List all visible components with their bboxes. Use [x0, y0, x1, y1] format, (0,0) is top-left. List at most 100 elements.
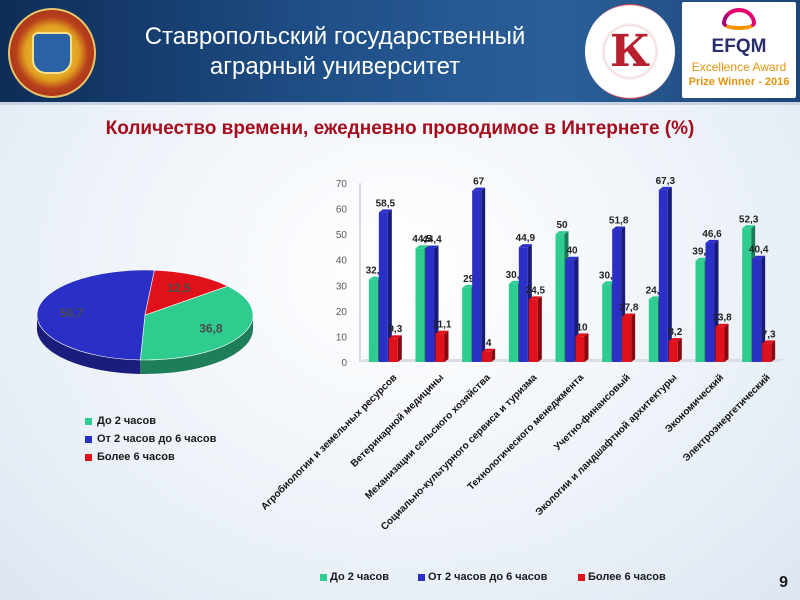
- bar-value-label: 44,5: [412, 234, 432, 245]
- bar-legend-item: До 2 часов: [320, 571, 389, 583]
- bar-value-label: 10: [576, 322, 588, 333]
- legend-swatch-blue: [418, 574, 425, 581]
- bar-value-label: 40,4: [749, 245, 769, 256]
- bar-value-label: 67,3: [656, 176, 676, 187]
- y-tick-label: 20: [336, 307, 348, 318]
- bar-top: [528, 296, 542, 300]
- bar-value-label: 50: [556, 220, 568, 231]
- bar-value-label: 39,6: [692, 247, 712, 258]
- bar: [565, 259, 575, 362]
- pie-legend-item: От 2 часов до 6 часов: [85, 433, 285, 446]
- pie-legend-label: До 2 часов: [97, 415, 157, 427]
- legend-swatch-red: [85, 454, 92, 461]
- y-tick-label: 50: [336, 230, 348, 241]
- bar-value-label: 17,8: [619, 302, 639, 313]
- bar-side: [584, 333, 589, 362]
- bar: [658, 189, 668, 362]
- pie-slice: [139, 285, 254, 361]
- bar: [612, 229, 622, 362]
- bar-top: [575, 333, 589, 337]
- bar-value-label: 24,5: [526, 285, 546, 296]
- bar-side: [761, 255, 766, 362]
- y-tick-label: 30: [336, 281, 348, 292]
- bar: [482, 351, 492, 362]
- bar-value-label: 46,6: [702, 229, 722, 240]
- bar-top: [622, 313, 636, 317]
- bar: [462, 287, 472, 362]
- legend-swatch-green: [320, 574, 327, 581]
- efqm-award-line: Excellence Award: [691, 60, 787, 74]
- bar: [435, 333, 445, 362]
- bar-top: [715, 323, 729, 327]
- bar-top: [508, 280, 522, 284]
- legend-swatch-red: [578, 574, 585, 581]
- bar: [695, 260, 705, 362]
- bar: [528, 299, 538, 362]
- bar: [388, 338, 398, 362]
- bar-value-label: 29: [463, 274, 475, 285]
- efqm-winner-line: Prize Winner - 2016: [688, 76, 790, 88]
- y-tick-label: 70: [336, 179, 348, 190]
- pie-value-label: 50,7: [60, 306, 84, 320]
- bar-value-label: 51,8: [609, 216, 629, 227]
- bar: [602, 284, 612, 362]
- bar-top: [705, 239, 719, 243]
- bar-top: [602, 281, 616, 285]
- bar: [742, 228, 752, 362]
- bar-top: [415, 245, 429, 249]
- x-category-label: Ветеринарной медицины: [349, 372, 446, 469]
- header-banner: Ставропольский государственный аграрный …: [0, 0, 800, 105]
- bar-side: [771, 340, 776, 362]
- quality-award-emblem-icon: К: [585, 4, 675, 99]
- pie-value-label: 12,5: [167, 281, 191, 295]
- bar: [668, 341, 678, 362]
- university-emblem-icon: [8, 8, 96, 98]
- bar-side: [387, 209, 392, 362]
- chart-title: Количество времени, ежедневно проводимое…: [105, 118, 695, 139]
- quality-award-letter: К: [609, 26, 651, 77]
- efqm-name: EFQM: [711, 36, 767, 57]
- bar: [518, 247, 528, 362]
- bar: [378, 212, 388, 362]
- bar-value-label: 30,6: [506, 270, 526, 281]
- bar: [648, 299, 658, 362]
- bar-legend-item: Более 6 часов: [578, 571, 666, 583]
- bar-side: [444, 330, 449, 362]
- efqm-award-logo: EFQM Excellence Award Prize Winner - 201…: [682, 2, 796, 98]
- bar: [705, 242, 715, 362]
- pie-slice: [144, 269, 229, 316]
- bar-side: [677, 338, 682, 362]
- bar-value-label: 52,3: [739, 214, 759, 225]
- bar: [752, 258, 762, 362]
- pie-slice-side: [37, 315, 141, 374]
- bar-side: [537, 296, 542, 362]
- bar: [508, 283, 518, 362]
- bar-top: [565, 256, 579, 260]
- bar-top: [378, 209, 392, 213]
- bar-side: [481, 187, 486, 362]
- pie-legend: До 2 часов От 2 часов до 6 часов Более 6…: [85, 415, 285, 469]
- bar-value-label: 7,3: [762, 329, 776, 340]
- pie-chart: 36,8 50,7 12,5: [36, 269, 254, 374]
- bar-top: [425, 245, 439, 249]
- bar-top: [472, 187, 486, 191]
- pie-slice: [36, 269, 155, 361]
- x-category-label: Электроэнергетический: [681, 372, 773, 464]
- bar-value-label: 4: [486, 338, 492, 349]
- bar-top: [742, 225, 756, 229]
- pie-legend-item: До 2 часов: [85, 415, 285, 428]
- bar-value-label: 11,1: [433, 320, 452, 331]
- university-title-line2: аграрный университет: [209, 53, 461, 80]
- bar-value-label: 9,3: [388, 324, 402, 335]
- bar-value-label: 8,2: [668, 327, 682, 338]
- bar-side: [491, 348, 496, 362]
- bar-value-label: 24,5: [646, 285, 666, 296]
- pie-value-label: 36,8: [199, 322, 223, 336]
- bar: [425, 248, 435, 362]
- y-tick-label: 60: [336, 205, 348, 216]
- bar-top: [658, 186, 672, 190]
- bar-value-label: 44,4: [422, 234, 442, 245]
- legend-swatch-green: [85, 418, 92, 425]
- bar-top: [435, 330, 449, 334]
- university-title: Ставропольский государственный аграрный …: [105, 22, 565, 82]
